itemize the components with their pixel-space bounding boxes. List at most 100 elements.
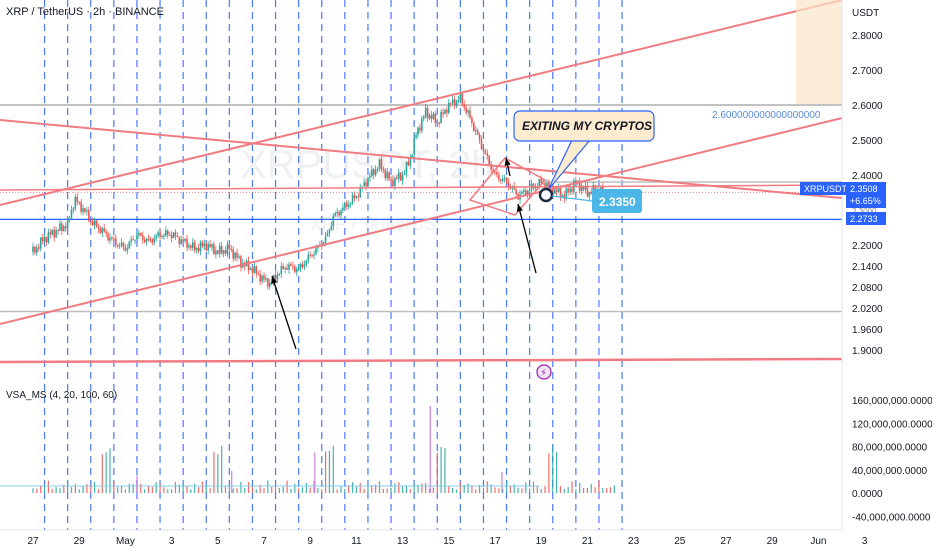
candle-body: [172, 232, 175, 239]
time-tick-label: 19: [536, 536, 548, 547]
candle-body: [166, 230, 169, 235]
callout[interactable]: EXITING MY CRYPTOS: [513, 110, 655, 191]
event-marker-icon[interactable]: [536, 364, 552, 380]
candle-body: [465, 107, 467, 113]
volume-bar: [355, 486, 357, 493]
candle-body: [582, 185, 585, 190]
arrow-up-2-head: [516, 204, 523, 212]
candle-body: [267, 278, 269, 287]
time-axis[interactable]: 27 29 May 3 5 7 9 11 13 15 17 19 21 23 25 27 29 Jun 3: [0, 529, 932, 550]
candle-body: [232, 249, 234, 259]
arrow-annotations[interactable]: [271, 157, 537, 350]
candle-body: [473, 122, 475, 131]
volume-bar: [321, 489, 323, 493]
candle-body: [45, 236, 48, 243]
volume-bar: [425, 483, 427, 493]
volume-bar: [448, 486, 450, 493]
candle-body: [161, 236, 163, 238]
candle-body: [95, 220, 98, 228]
candle-body: [247, 260, 250, 271]
volume-bar: [294, 483, 296, 493]
candle-body: [305, 260, 308, 265]
volume-bar: [405, 485, 408, 493]
volume-bar: [190, 489, 192, 493]
candle-body: [238, 256, 240, 258]
candle-body: [523, 190, 525, 192]
volume-bar: [244, 487, 246, 493]
candle-body: [234, 252, 236, 259]
candle-body: [284, 267, 286, 269]
candle-body: [390, 179, 392, 181]
candle-body: [384, 170, 387, 178]
price-ticks: 2.8000 2.7000 2.6000 2.5000 2.4000 2.2000 2.14…: [852, 31, 883, 357]
volume-bar: [398, 482, 400, 493]
volume-bar: [274, 486, 277, 493]
candle-body: [111, 237, 113, 239]
volume-bar: [417, 484, 419, 493]
candle-body: [155, 235, 157, 239]
candle-body: [376, 169, 379, 171]
candle-body: [345, 202, 348, 207]
candle-body: [188, 245, 190, 248]
candle-body: [274, 274, 277, 280]
callout-text: EXITING MY CRYPTOS: [522, 119, 652, 133]
volume-bar: [394, 483, 396, 493]
volume-bar: [486, 481, 488, 493]
target-label-box: [592, 189, 642, 213]
volume-bar: [90, 484, 92, 493]
volume-bar: [428, 488, 431, 493]
volume-bar: [74, 483, 76, 493]
target-label[interactable]: 2.3350: [592, 189, 642, 213]
candle-body: [217, 250, 219, 254]
candle-body: [63, 226, 65, 231]
arrow-up-2: [517, 203, 537, 274]
position-shade: [796, 0, 842, 104]
volume-bar: [455, 489, 458, 493]
price-change-text: +6.65%: [850, 196, 881, 206]
volume-bar: [205, 484, 207, 493]
candle-body: [199, 242, 202, 252]
candle-body: [490, 164, 492, 170]
volume-spike-bar: [314, 452, 316, 493]
candle-body: [344, 202, 346, 208]
target-connector: [551, 195, 593, 202]
candle-body: [463, 104, 465, 108]
target-marker[interactable]: [538, 187, 554, 203]
candle-body: [153, 238, 156, 243]
price-axis[interactable]: USDT 2.8000 2.7000 2.6000 2.5000 2.4000 2.200…: [800, 0, 932, 530]
volume-bar: [344, 488, 346, 493]
candle-body: [191, 242, 194, 248]
volume-bar: [124, 489, 126, 493]
volume-bar: [82, 486, 84, 493]
volume-bar: [532, 481, 535, 493]
candle-body: [471, 117, 473, 123]
candle-body: [126, 248, 129, 251]
candle-body: [513, 186, 516, 190]
volume-bar: [251, 486, 254, 493]
candle-body: [569, 188, 571, 193]
time-axis-bg: [0, 530, 932, 550]
time-tick-label: 21: [582, 536, 594, 547]
price-tick-label: 2.0800: [852, 283, 883, 294]
candle-body: [174, 232, 177, 236]
candle-body: [205, 243, 208, 251]
candle-body: [165, 230, 167, 236]
candle-body: [338, 211, 340, 216]
candle-body: [255, 266, 258, 274]
candle-body: [494, 171, 496, 173]
candle-body: [392, 179, 394, 187]
candle-body: [534, 186, 537, 189]
price-tick-label: 2.8000: [852, 31, 883, 42]
candle-body: [151, 239, 154, 243]
price-tick-label: 2.5000: [852, 136, 883, 147]
volume-bar: [529, 488, 531, 493]
candle-body: [74, 196, 77, 209]
trend-lines[interactable]: [0, 0, 843, 364]
candle-body: [105, 231, 107, 234]
price-axis-bg: [842, 0, 932, 530]
candle-body: [97, 227, 100, 229]
volume-tick-label: 160,000,000.0000: [852, 396, 932, 407]
ascending-support-line: [0, 117, 843, 325]
candle-body: [91, 221, 94, 226]
